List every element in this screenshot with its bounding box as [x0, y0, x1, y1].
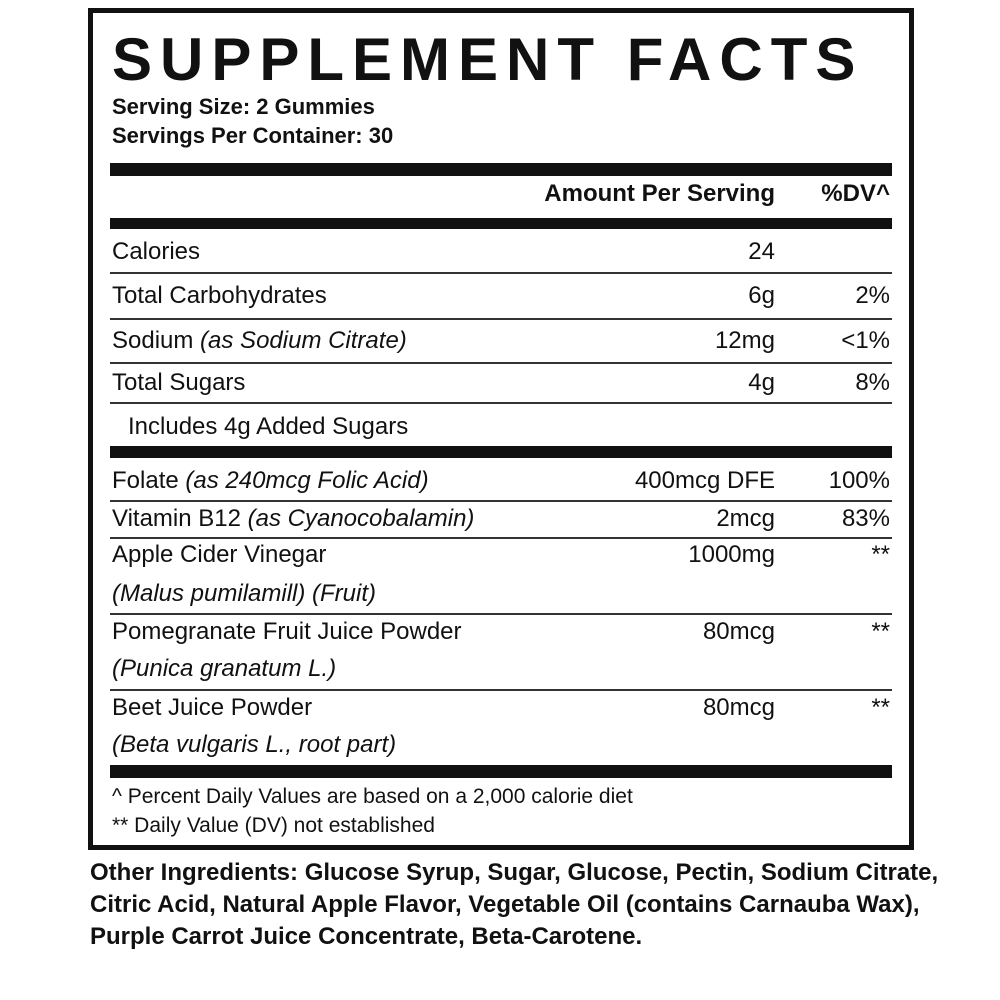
other-ingredients-label: Other Ingredients: — [90, 859, 299, 886]
ingredient-latin-name: (Beta vulgaris L., root part) — [112, 731, 397, 758]
divider — [110, 537, 892, 539]
divider — [110, 500, 892, 502]
divider — [110, 689, 892, 691]
divider-thick — [110, 163, 892, 176]
other-ingredients-text: Glucose Syrup, Sugar, Glucose, Pectin, S… — [90, 859, 939, 950]
dv-header: %DV^ — [821, 180, 890, 207]
amount-header: Amount Per Serving — [544, 180, 775, 207]
divider — [110, 362, 892, 364]
divider — [110, 272, 892, 274]
divider — [110, 318, 892, 320]
supplement-facts-panel — [88, 8, 914, 850]
footnote-not-established: ** Daily Value (DV) not established — [112, 814, 435, 837]
panel-title: SUPPLEMENT FACTS — [112, 26, 864, 93]
divider — [110, 402, 892, 404]
ingredient-latin-name: (Malus pumilamill) (Fruit) — [112, 580, 377, 607]
divider-thick — [110, 218, 892, 229]
ingredient-latin-name: (Punica granatum L.) — [112, 655, 337, 682]
servings-per-container: Servings Per Container: 30 — [112, 123, 394, 148]
divider-thick — [110, 446, 892, 458]
serving-size: Serving Size: 2 Gummies — [112, 94, 375, 119]
other-ingredients: Other Ingredients: Glucose Syrup, Sugar,… — [90, 857, 950, 953]
divider — [110, 613, 892, 615]
footnote-dv: ^ Percent Daily Values are based on a 2,… — [112, 785, 633, 808]
divider-thick — [110, 765, 892, 778]
